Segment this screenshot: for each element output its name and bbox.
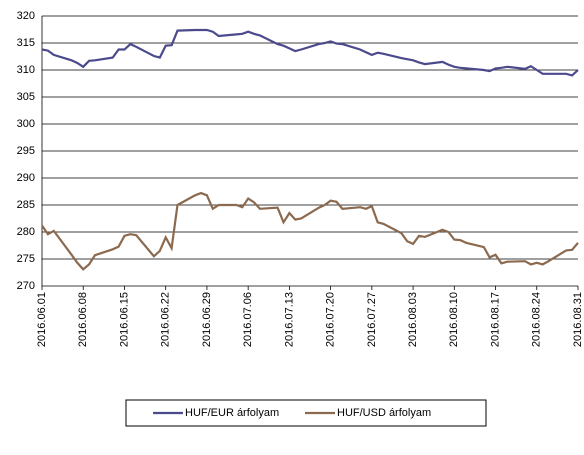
x-tick-label: 2016.06.08 — [77, 292, 89, 347]
x-tick-label: 2016.08.24 — [531, 292, 543, 347]
y-tick-label: 295 — [17, 145, 35, 157]
y-tick-label: 280 — [17, 226, 35, 238]
y-tick-label: 270 — [17, 280, 35, 292]
series-line — [41, 28, 579, 77]
x-tick-label: 2016.08.31 — [572, 292, 584, 347]
x-tick-label: 2016.06.29 — [201, 292, 213, 347]
legend-label: HUF/USD árfolyam — [337, 407, 431, 419]
y-tick-label: 310 — [17, 64, 35, 76]
y-tick-label: 285 — [17, 199, 35, 211]
y-tick-label: 275 — [17, 253, 35, 265]
x-tick-label: 2016.06.15 — [118, 292, 130, 347]
y-tick-label: 320 — [17, 10, 35, 22]
x-tick-label: 2016.07.20 — [325, 292, 337, 347]
x-tick-label: 2016.06.01 — [36, 292, 48, 347]
series-line — [41, 191, 579, 271]
x-tick-label: 2016.08.03 — [407, 292, 419, 347]
y-tick-label: 300 — [17, 118, 35, 130]
x-tick-label: 2016.06.22 — [160, 292, 172, 347]
x-tick-label: 2016.08.17 — [489, 292, 501, 347]
x-tick-label: 2016.07.06 — [242, 292, 254, 347]
x-tick-label: 2016.07.13 — [283, 292, 295, 347]
y-tick-label: 290 — [17, 172, 35, 184]
y-tick-label: 315 — [17, 37, 35, 49]
x-tick-label: 2016.08.10 — [448, 292, 460, 347]
legend-label: HUF/EUR árfolyam — [185, 407, 279, 419]
y-tick-label: 305 — [17, 91, 35, 103]
x-tick-label: 2016.07.27 — [366, 292, 378, 347]
